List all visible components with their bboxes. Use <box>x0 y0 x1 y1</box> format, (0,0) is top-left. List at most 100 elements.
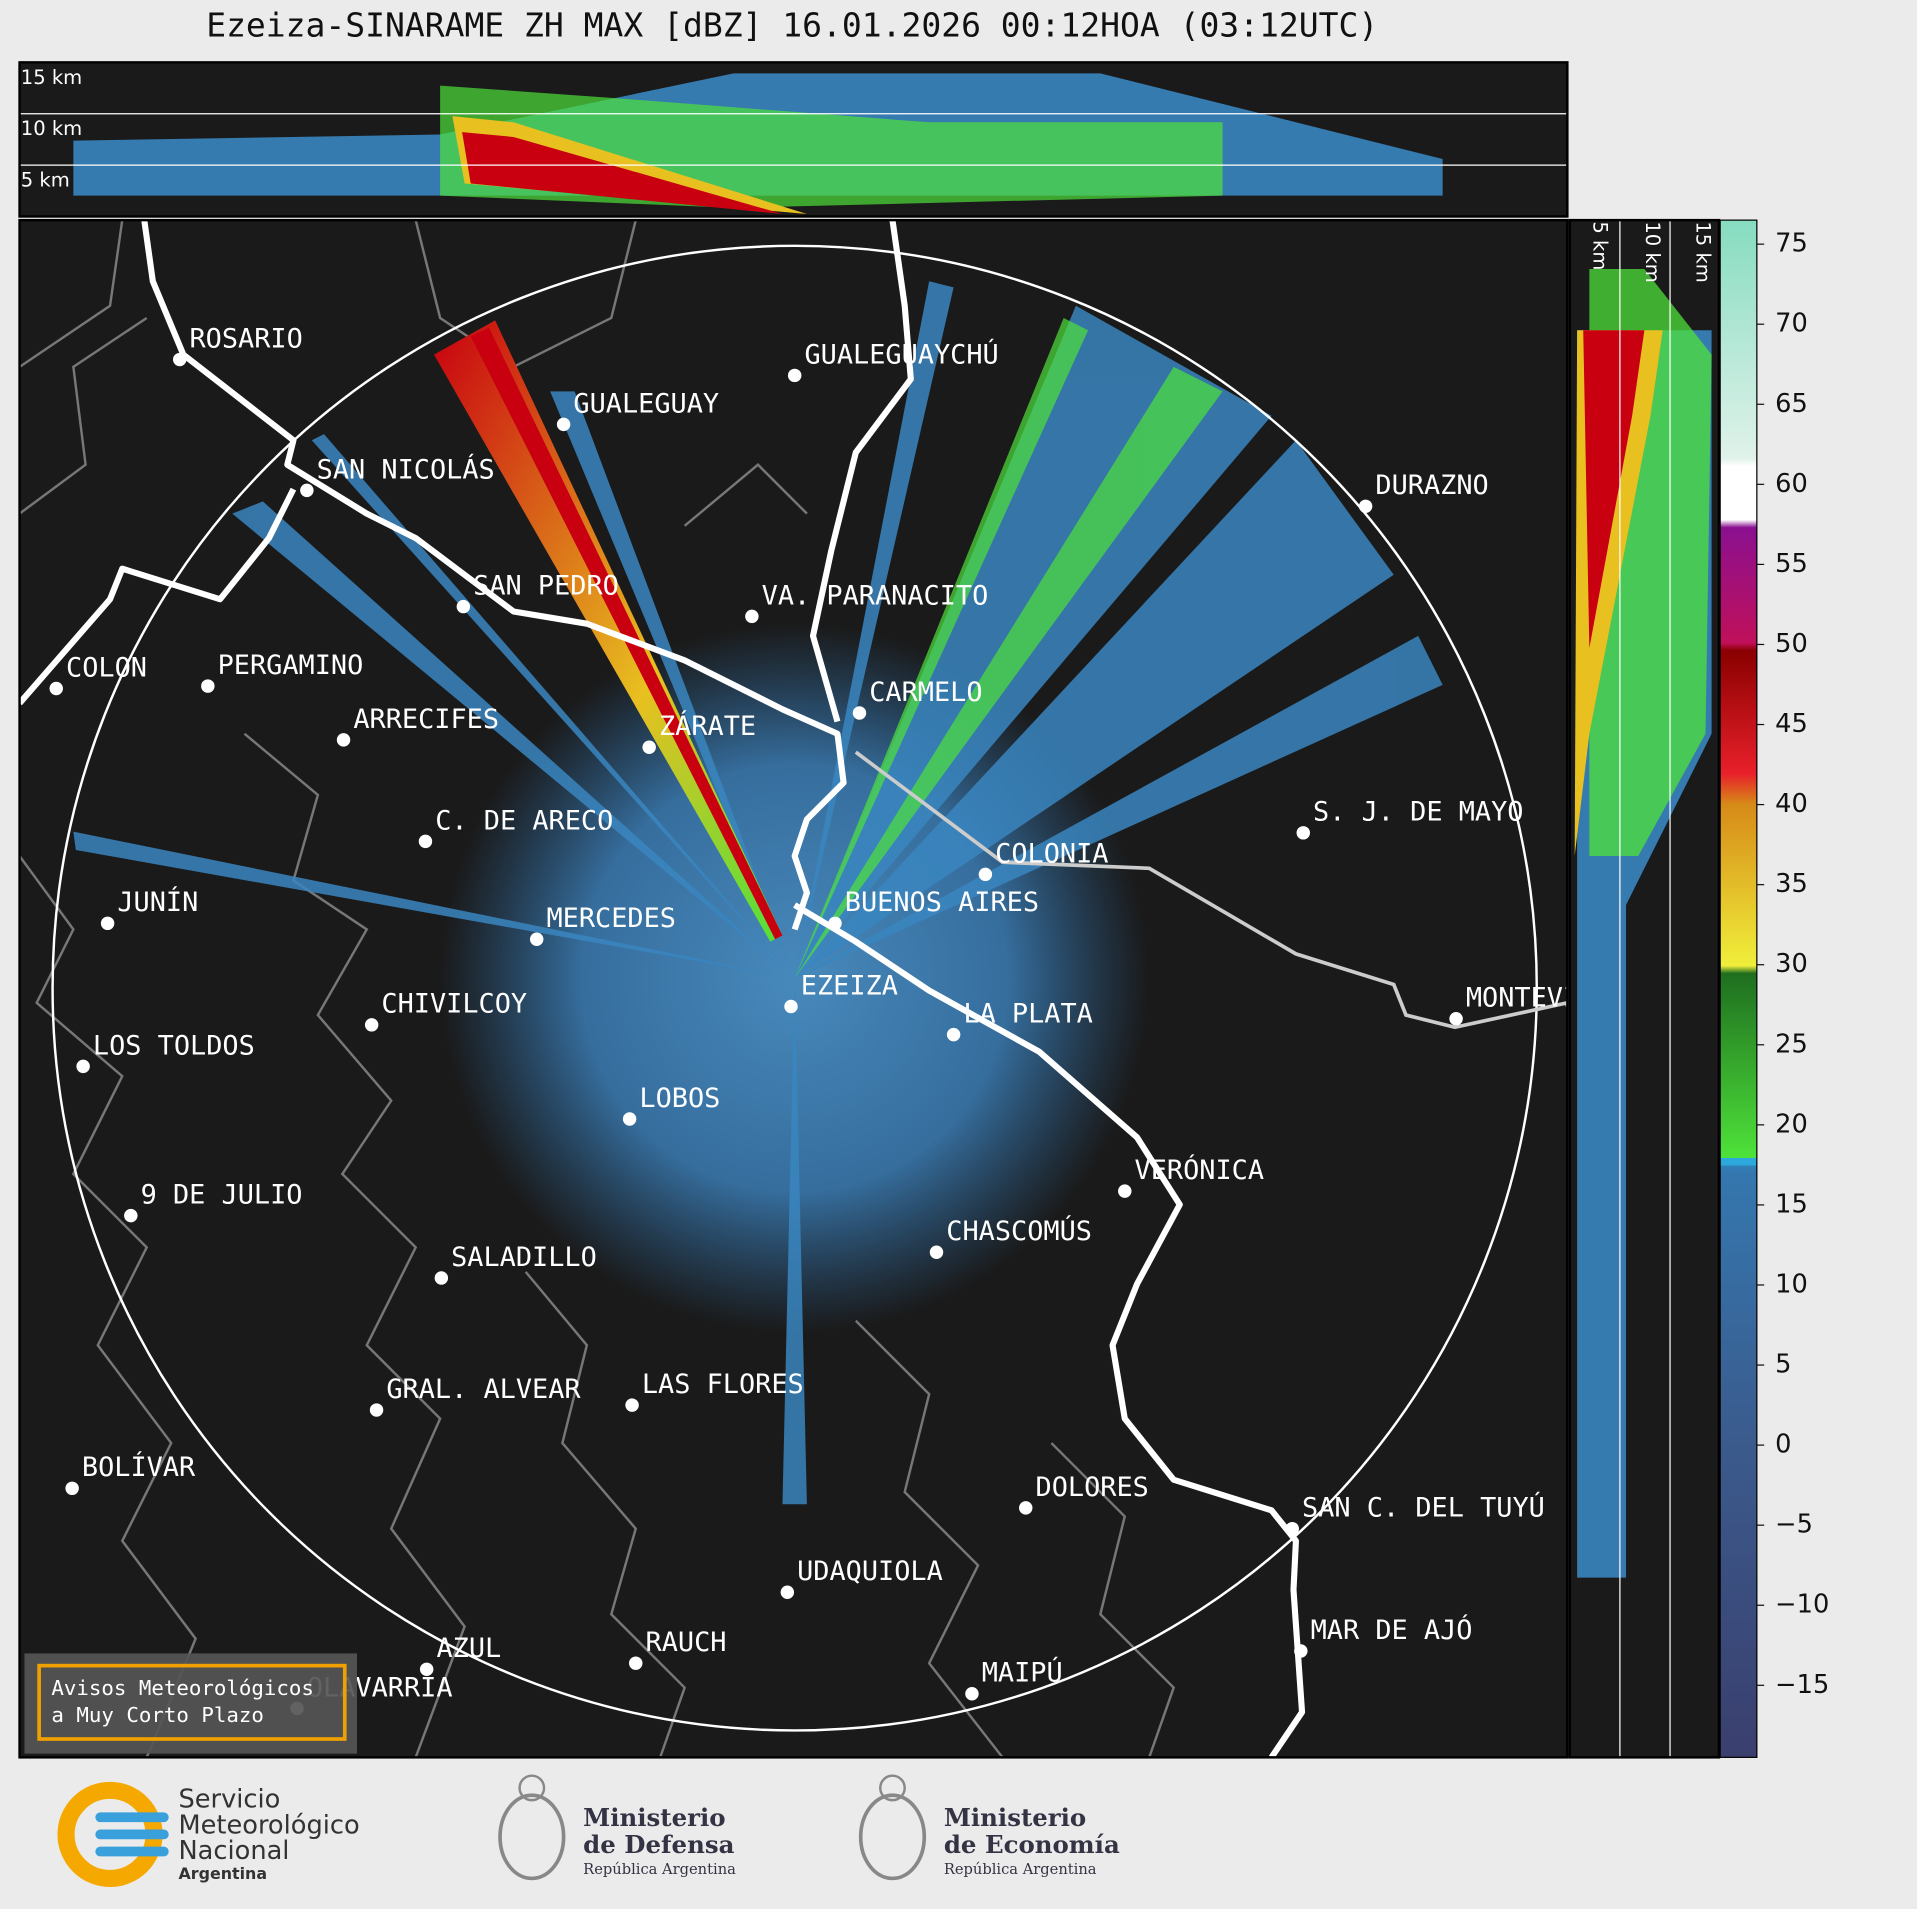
city-dot <box>745 609 759 624</box>
city-label: BOLÍVAR <box>82 1451 196 1483</box>
smn-logo: Servicio Meteorológico Nacional Argentin… <box>57 1781 360 1887</box>
colorbar-tick-label: 0 <box>1775 1430 1791 1460</box>
city-label: CHIVILCOY <box>381 989 527 1020</box>
defensa-logo: Ministerio de Defensa República Argentin… <box>498 1774 736 1881</box>
city-dot <box>172 352 187 367</box>
city-label: CARMELO <box>869 677 982 708</box>
warning-text: a Muy Corto Plazo <box>51 1703 264 1727</box>
logo-text: Nacional <box>178 1836 289 1866</box>
city-dot <box>336 733 351 747</box>
colorbar-tick-label: 5 <box>1775 1350 1791 1380</box>
height-label: 15 km <box>21 66 82 89</box>
height-label: 5 km <box>1589 221 1612 270</box>
city-dot <box>780 1585 795 1599</box>
colorbar-tick-label: −5 <box>1775 1510 1813 1540</box>
city-dot <box>65 1481 79 1496</box>
height-label: 10 km <box>21 117 82 140</box>
city-dot <box>1358 499 1373 514</box>
top-panel <box>19 62 1568 217</box>
colorbar-tick-label: 55 <box>1775 549 1808 579</box>
colorbar-tick-label: −15 <box>1775 1670 1829 1700</box>
city-dot <box>1285 1521 1299 1536</box>
city-label: AZUL <box>436 1633 501 1664</box>
city-label: MAIPÚ <box>982 1657 1063 1689</box>
city-dot <box>201 679 215 693</box>
city-dot <box>456 599 471 614</box>
logo-text: Argentina <box>178 1864 267 1883</box>
city-layer: ROSARIO GUALEGUAYCHÚ GUALEGUAY SAN NICOLÁS D… <box>49 323 1628 1716</box>
city-dot <box>787 368 802 383</box>
colorbar-tick-label: 30 <box>1775 949 1808 979</box>
city-dot <box>369 1403 384 1417</box>
side-frame <box>1568 218 1721 1759</box>
colorbar-tick-label: 10 <box>1775 1269 1808 1299</box>
title: Ezeiza-SINARAME ZH MAX [dBZ] 16.01.2026 … <box>206 6 1378 45</box>
city-dot <box>434 1271 449 1285</box>
economia-logo: Ministerio de Economía República Argenti… <box>858 1774 1120 1881</box>
city-dot <box>852 706 867 720</box>
city-dot <box>642 740 656 754</box>
city-dot <box>419 1662 434 1677</box>
city-label: SALADILLO <box>451 1242 597 1273</box>
city-dot <box>364 1018 379 1032</box>
height-label: 10 km <box>1641 221 1664 282</box>
side-panel <box>1569 220 1719 1758</box>
colorbar-tick-label: 40 <box>1775 789 1808 819</box>
city-dot <box>929 1245 944 1260</box>
warning-text: Avisos Meteorológicos <box>51 1676 314 1700</box>
map: ROSARIO GUALEGUAYCHÚ GUALEGUAY SAN NICOLÁS D… <box>19 220 1628 1758</box>
logo-text: Ministerio <box>583 1803 725 1832</box>
colorbar-tick-label: 75 <box>1775 229 1808 259</box>
colorbar-tick-label: 50 <box>1775 629 1808 659</box>
city-label: LOBOS <box>639 1083 720 1114</box>
city-label: COLON <box>66 652 147 683</box>
city-label: RAUCH <box>646 1627 727 1658</box>
city-label: ARRECIFES <box>353 704 499 735</box>
city-dot <box>625 1398 639 1412</box>
logo-text: Ministerio <box>944 1803 1086 1832</box>
city-label: GUALEGUAY <box>573 388 719 419</box>
city-dot <box>556 417 571 432</box>
city-dot <box>1019 1501 1033 1515</box>
city-label: DURAZNO <box>1375 470 1488 501</box>
colorbar <box>1719 219 1758 1758</box>
map-frame <box>18 218 1569 1759</box>
city-dot <box>965 1687 979 1701</box>
colorbar-tick-label: 35 <box>1775 869 1808 899</box>
logo-text: de Economía <box>944 1830 1120 1859</box>
city-label: UDAQUIOLA <box>797 1556 943 1587</box>
city-label: MONTEVIDEO <box>1466 983 1628 1014</box>
colorbar-tick-label: 15 <box>1775 1189 1808 1219</box>
city-label: VA. PARANACITO <box>762 580 989 611</box>
city-dot <box>49 681 63 696</box>
top-frame <box>18 61 1569 218</box>
height-label: 5 km <box>21 168 70 191</box>
city-label: SAN C. DEL TUYÚ <box>1302 1492 1545 1524</box>
city-label: S. J. DE MAYO <box>1313 797 1523 828</box>
city-dot <box>418 834 433 849</box>
city-label: ZÁRATE <box>659 710 756 742</box>
city-label: SAN NICOLÁS <box>317 453 495 485</box>
city-dot <box>76 1059 90 1074</box>
colorbar-tick-label: 70 <box>1775 309 1808 339</box>
city-label: MAR DE AJÓ <box>1311 1614 1473 1646</box>
city-label: EZEIZA <box>801 970 898 1001</box>
city-label: JUNÍN <box>117 886 198 918</box>
city-label: GUALEGUAYCHÚ <box>804 338 998 370</box>
city-label: CHASCOMÚS <box>946 1215 1092 1247</box>
city-dot <box>828 916 842 931</box>
city-dot <box>1296 826 1310 840</box>
city-label: BUENOS AIRES <box>845 887 1039 918</box>
city-label: LAS FLORES <box>642 1369 804 1400</box>
city-label: VERÓNICA <box>1135 1154 1265 1186</box>
city-label: C. DE ARECO <box>435 805 613 836</box>
logo-text: República Argentina <box>944 1861 1097 1878</box>
city-label: MERCEDES <box>546 903 676 934</box>
city-label: DOLORES <box>1036 1472 1149 1503</box>
colorbar-tick-label: 25 <box>1775 1029 1808 1059</box>
colorbar-tick-label: −10 <box>1775 1590 1829 1620</box>
colorbar-tick-label: 60 <box>1775 469 1808 499</box>
city-label: 9 DE JULIO <box>141 1180 303 1211</box>
